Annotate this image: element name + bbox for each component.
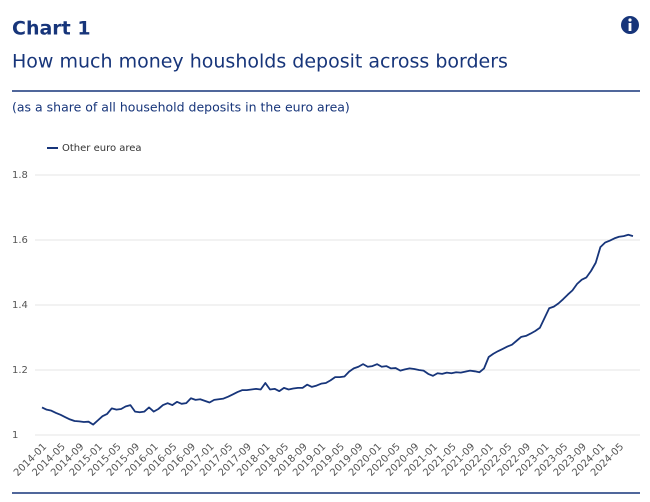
chart-note: (as a share of all household deposits in… [12, 100, 350, 115]
info-icon[interactable] [621, 16, 639, 34]
y-tick-label: 1.6 [12, 235, 28, 246]
chart-subtitle: How much money housholds deposit across … [12, 51, 508, 73]
y-tick-label: 1.2 [12, 365, 28, 376]
data-line [41, 233, 634, 426]
y-tick-label: 1.8 [12, 170, 28, 181]
legend-label: Other euro area [62, 143, 142, 154]
chart-title: Chart 1 [12, 18, 91, 40]
y-tick-label: 1 [12, 430, 18, 441]
y-tick-label: 1.4 [12, 300, 28, 311]
